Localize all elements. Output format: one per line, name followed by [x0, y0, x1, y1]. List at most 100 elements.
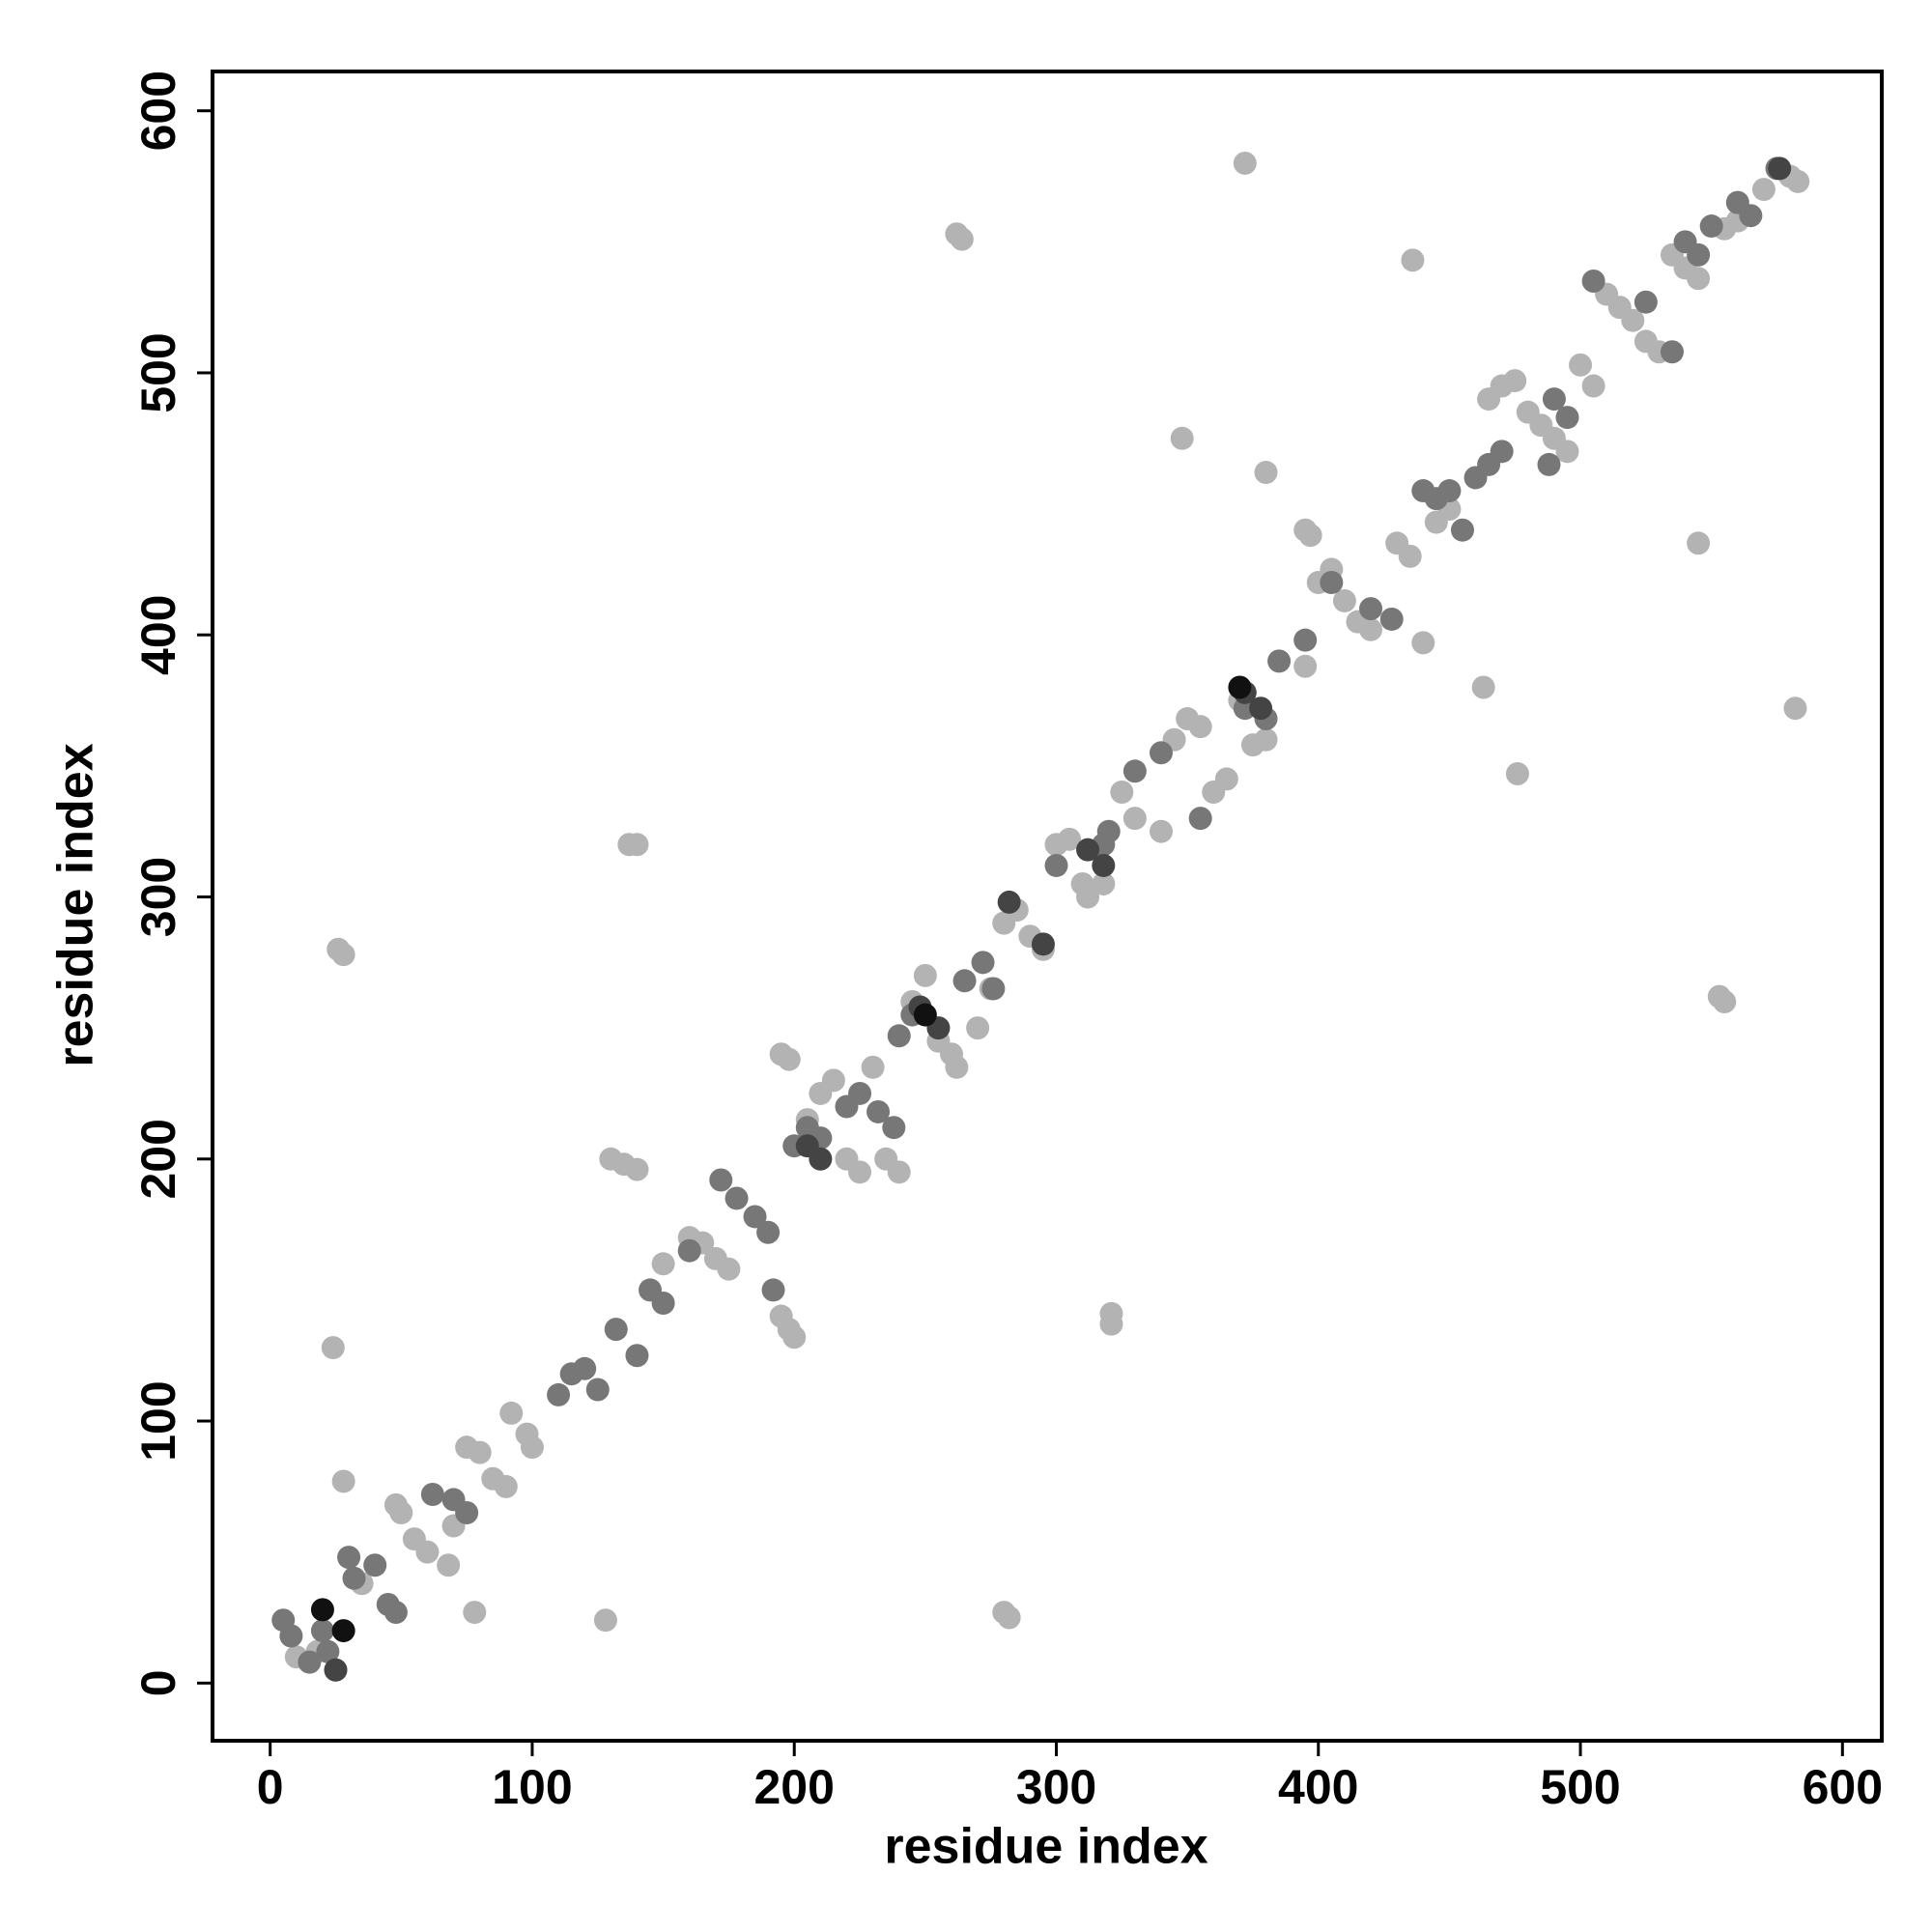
point [321, 1336, 345, 1360]
point [971, 951, 995, 975]
point [1150, 741, 1174, 765]
y-tick-label: 500 [131, 332, 185, 412]
point [1031, 932, 1055, 956]
point [677, 1238, 701, 1263]
point [415, 1540, 440, 1564]
x-tick-label: 100 [492, 1760, 572, 1814]
point [1401, 248, 1425, 272]
point [709, 1168, 733, 1192]
point [331, 1469, 355, 1493]
point [1110, 780, 1134, 804]
point [1254, 727, 1278, 752]
point [1783, 696, 1807, 721]
point [887, 1024, 911, 1048]
point [782, 1325, 807, 1350]
point [520, 1435, 544, 1460]
point [310, 1598, 334, 1622]
point [1490, 440, 1514, 464]
point [1359, 617, 1383, 641]
point [1398, 544, 1422, 568]
point [1660, 340, 1684, 364]
point [1751, 178, 1776, 202]
point [867, 1099, 891, 1123]
point [1505, 762, 1529, 786]
point [1076, 885, 1100, 909]
point [1332, 588, 1356, 612]
point [316, 1639, 340, 1663]
point [1188, 715, 1212, 739]
point [1044, 853, 1068, 877]
point [1581, 270, 1605, 294]
y-tick-label: 400 [131, 595, 185, 675]
point [324, 1658, 348, 1682]
point [593, 1608, 617, 1633]
point [809, 1147, 833, 1171]
point [992, 1601, 1016, 1625]
point [463, 1601, 487, 1625]
x-axis-label: residue index [884, 1819, 1208, 1875]
point [1254, 461, 1278, 485]
point [777, 1047, 801, 1071]
point [1699, 214, 1723, 239]
point [342, 1566, 366, 1590]
point [1092, 853, 1116, 877]
point [997, 890, 1021, 914]
point [310, 1619, 334, 1643]
point [1621, 308, 1645, 332]
point [1320, 570, 1344, 594]
point [1122, 759, 1147, 783]
y-tick-label: 100 [131, 1380, 185, 1461]
point [913, 963, 937, 987]
point [1214, 767, 1238, 791]
y-tick-label: 0 [131, 1669, 185, 1696]
point [298, 1650, 322, 1674]
point [1359, 597, 1383, 621]
point [1249, 696, 1273, 721]
point [420, 1483, 444, 1507]
point [651, 1291, 675, 1315]
point [1581, 374, 1605, 398]
point [384, 1492, 408, 1517]
y-axis-label: residue index [48, 743, 104, 1066]
point [1099, 1312, 1123, 1336]
y-tick-label: 200 [131, 1119, 185, 1199]
point [1096, 819, 1121, 843]
point [573, 1356, 597, 1380]
point [887, 1160, 911, 1184]
point [952, 969, 977, 993]
point [756, 1220, 781, 1244]
point [499, 1401, 524, 1425]
point [1411, 631, 1435, 655]
point [547, 1382, 571, 1406]
point [1713, 990, 1737, 1014]
point [1122, 807, 1147, 831]
point [1233, 151, 1257, 175]
x-tick-label: 400 [1278, 1760, 1358, 1814]
point [625, 1157, 649, 1181]
point [337, 1546, 361, 1570]
y-tick-label: 300 [131, 857, 185, 937]
point [848, 1160, 872, 1184]
point [363, 1553, 387, 1577]
point [1267, 649, 1292, 673]
point [1150, 819, 1174, 843]
point [1569, 353, 1593, 377]
point [882, 1116, 906, 1140]
point [1293, 654, 1318, 678]
point [625, 1344, 649, 1368]
point [1537, 452, 1561, 476]
point [1786, 169, 1810, 193]
point [1768, 156, 1792, 181]
point [651, 1252, 675, 1276]
point [1687, 267, 1711, 291]
point [617, 833, 641, 857]
point [1739, 204, 1763, 228]
point [1188, 807, 1212, 831]
point [1555, 406, 1579, 430]
point [1450, 518, 1474, 542]
x-tick-label: 500 [1540, 1760, 1620, 1814]
point [821, 1068, 845, 1093]
point [848, 1081, 872, 1105]
point [1058, 827, 1082, 851]
point [950, 227, 974, 251]
